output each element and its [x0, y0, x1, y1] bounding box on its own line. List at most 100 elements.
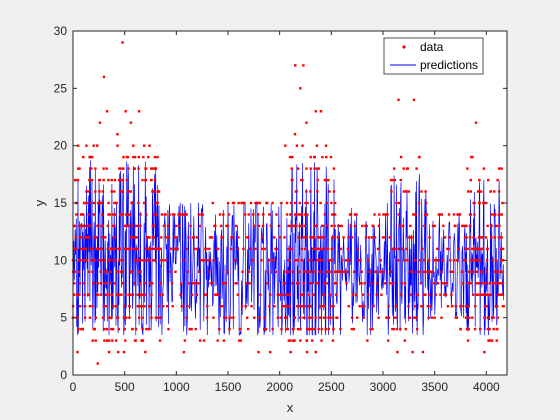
data-point-1019: [406, 259, 409, 262]
y-tick-label-0: 0: [60, 368, 67, 382]
x-tick-label-1500: 1500: [215, 380, 242, 394]
data-point-1149: [468, 316, 471, 319]
data-point-4: [72, 224, 75, 228]
data-point-199: [112, 224, 116, 228]
data-point-354: [145, 213, 148, 216]
data-point-150: [102, 282, 106, 285]
data-point-1358: [309, 305, 312, 308]
data-point-620: [273, 236, 276, 239]
data-point-978: [387, 305, 390, 308]
data-point-798: [316, 190, 319, 193]
data-point-245: [122, 167, 125, 170]
x-tick-label-1000: 1000: [163, 380, 190, 394]
data-point-1023: [408, 236, 411, 239]
data-point-573: [244, 282, 248, 285]
data-point-457: [176, 247, 179, 251]
data-point-1074: [431, 224, 435, 228]
data-point-676: [291, 178, 294, 182]
data-point-73: [86, 293, 90, 296]
data-point-1361: [325, 155, 328, 159]
data-point-572: [244, 305, 247, 308]
data-point-1139: [466, 167, 469, 170]
data-point-1350: [263, 327, 266, 331]
data-point-370: [148, 259, 151, 262]
data-point-1346: [237, 236, 240, 239]
data-point-1013: [403, 339, 406, 342]
data-point-1134: [465, 236, 468, 239]
data-point-148: [102, 178, 105, 182]
data-point-142: [101, 201, 104, 205]
data-point-761: [308, 327, 312, 331]
data-point-71: [86, 259, 89, 262]
data-point-843: [325, 270, 329, 273]
data-point-638: [283, 236, 286, 239]
data-point-852: [327, 316, 330, 319]
data-point-76: [87, 213, 90, 216]
data-point-271: [127, 224, 130, 228]
data-point-1387: [490, 224, 493, 228]
data-point-239: [121, 259, 124, 262]
data-point-432: [162, 305, 165, 308]
data-point-22: [76, 316, 79, 319]
data-point-864: [329, 155, 333, 159]
data-point-748: [305, 350, 309, 354]
data-point-93: [91, 155, 94, 159]
data-point-415: [157, 316, 160, 319]
data-point-1021: [407, 305, 410, 308]
data-point-722: [300, 259, 303, 262]
data-point-1156: [470, 282, 473, 285]
data-point-1037: [414, 213, 417, 216]
data-point-157: [104, 236, 107, 239]
data-point-991: [393, 178, 396, 182]
data-point-738: [304, 247, 307, 251]
data-point-596: [258, 201, 261, 205]
data-point-472: [185, 316, 188, 319]
data-point-993: [394, 316, 397, 319]
data-point-131: [98, 178, 102, 182]
x-tick-label-0: 0: [70, 380, 77, 394]
data-point-1189: [476, 247, 479, 251]
data-point-969: [382, 270, 385, 273]
data-point-451: [173, 213, 176, 216]
data-point-1243: [487, 316, 490, 319]
data-point-128: [98, 190, 101, 193]
data-point-744: [305, 190, 308, 193]
data-point-1109: [452, 259, 456, 262]
data-point-479: [189, 224, 192, 228]
data-point-602: [262, 213, 265, 216]
data-point-318: [137, 155, 140, 159]
data-point-401: [154, 167, 157, 170]
data-point-86: [89, 201, 92, 205]
data-point-1048: [419, 282, 422, 285]
data-point-737: [303, 224, 307, 228]
data-point-624: [275, 213, 278, 216]
y-axis-ticks: 0 5 10 15 20 25 30: [54, 24, 507, 382]
data-point-1182: [475, 282, 478, 285]
data-point-215: [116, 293, 119, 296]
data-point-51: [82, 259, 85, 262]
data-point-782: [313, 236, 316, 239]
data-point-1320: [92, 327, 95, 331]
data-point-499: [201, 213, 204, 216]
data-point-436: [164, 213, 167, 216]
data-point-645: [285, 327, 288, 331]
data-point-1335: [150, 178, 153, 182]
data-point-1104: [449, 270, 452, 273]
data-point-982: [389, 270, 392, 273]
data-point-797: [316, 178, 319, 182]
data-point-302: [134, 236, 137, 239]
data-point-384: [151, 167, 154, 170]
data-point-478: [188, 327, 192, 331]
data-point-31: [78, 270, 81, 273]
data-point-663: [288, 293, 292, 296]
y-tick-label-15: 15: [54, 196, 68, 210]
data-point-649: [285, 213, 289, 216]
data-point-1137: [465, 316, 468, 319]
data-point-488: [195, 282, 198, 285]
data-point-7: [73, 282, 76, 285]
data-point-276: [129, 247, 132, 251]
data-point-1006: [400, 293, 403, 296]
data-point-1050: [420, 190, 423, 193]
data-point-795: [315, 167, 319, 170]
data-point-467: [182, 350, 186, 354]
